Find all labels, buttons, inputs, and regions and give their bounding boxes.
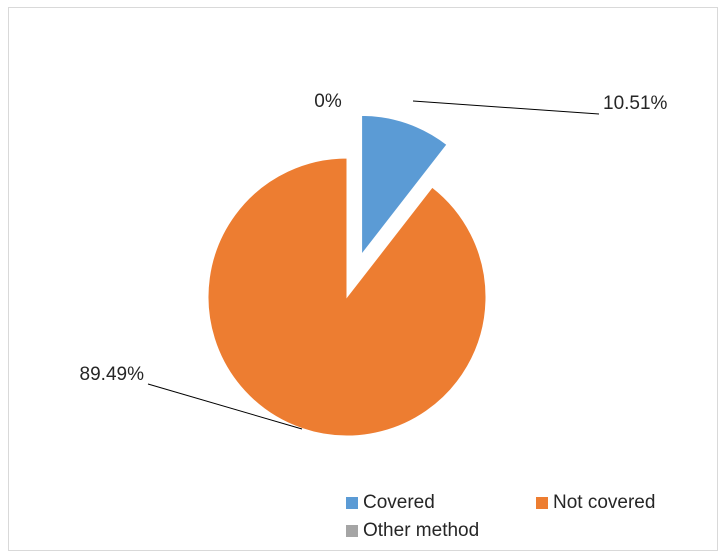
legend-swatch-other-method: [346, 525, 358, 537]
legend-item-covered: Covered: [346, 492, 435, 514]
legend-swatch-not-covered: [536, 497, 548, 509]
data-label-not-covered: 89.49%: [80, 364, 145, 385]
leader-line-not-covered: [147, 383, 303, 430]
legend-label-not-covered: Not covered: [553, 492, 656, 513]
legend-label-covered: Covered: [363, 492, 435, 513]
data-label-covered: 10.51%: [603, 93, 668, 114]
pie-slice-not-covered: [207, 157, 487, 437]
legend-swatch-covered: [346, 497, 358, 509]
chart-area: 10.51% 89.49% 0% Covered Not covered Other…: [8, 7, 718, 551]
data-label-other-method: 0%: [314, 91, 342, 112]
pie-slice-covered: [361, 114, 448, 256]
leader-line-covered: [412, 100, 600, 115]
legend-label-other-method: Other method: [363, 520, 480, 541]
legend-item-other-method: Other method: [346, 520, 479, 542]
legend-item-not-covered: Not covered: [536, 492, 655, 514]
pie-chart: 10.51% 89.49% 0%: [80, 91, 668, 437]
